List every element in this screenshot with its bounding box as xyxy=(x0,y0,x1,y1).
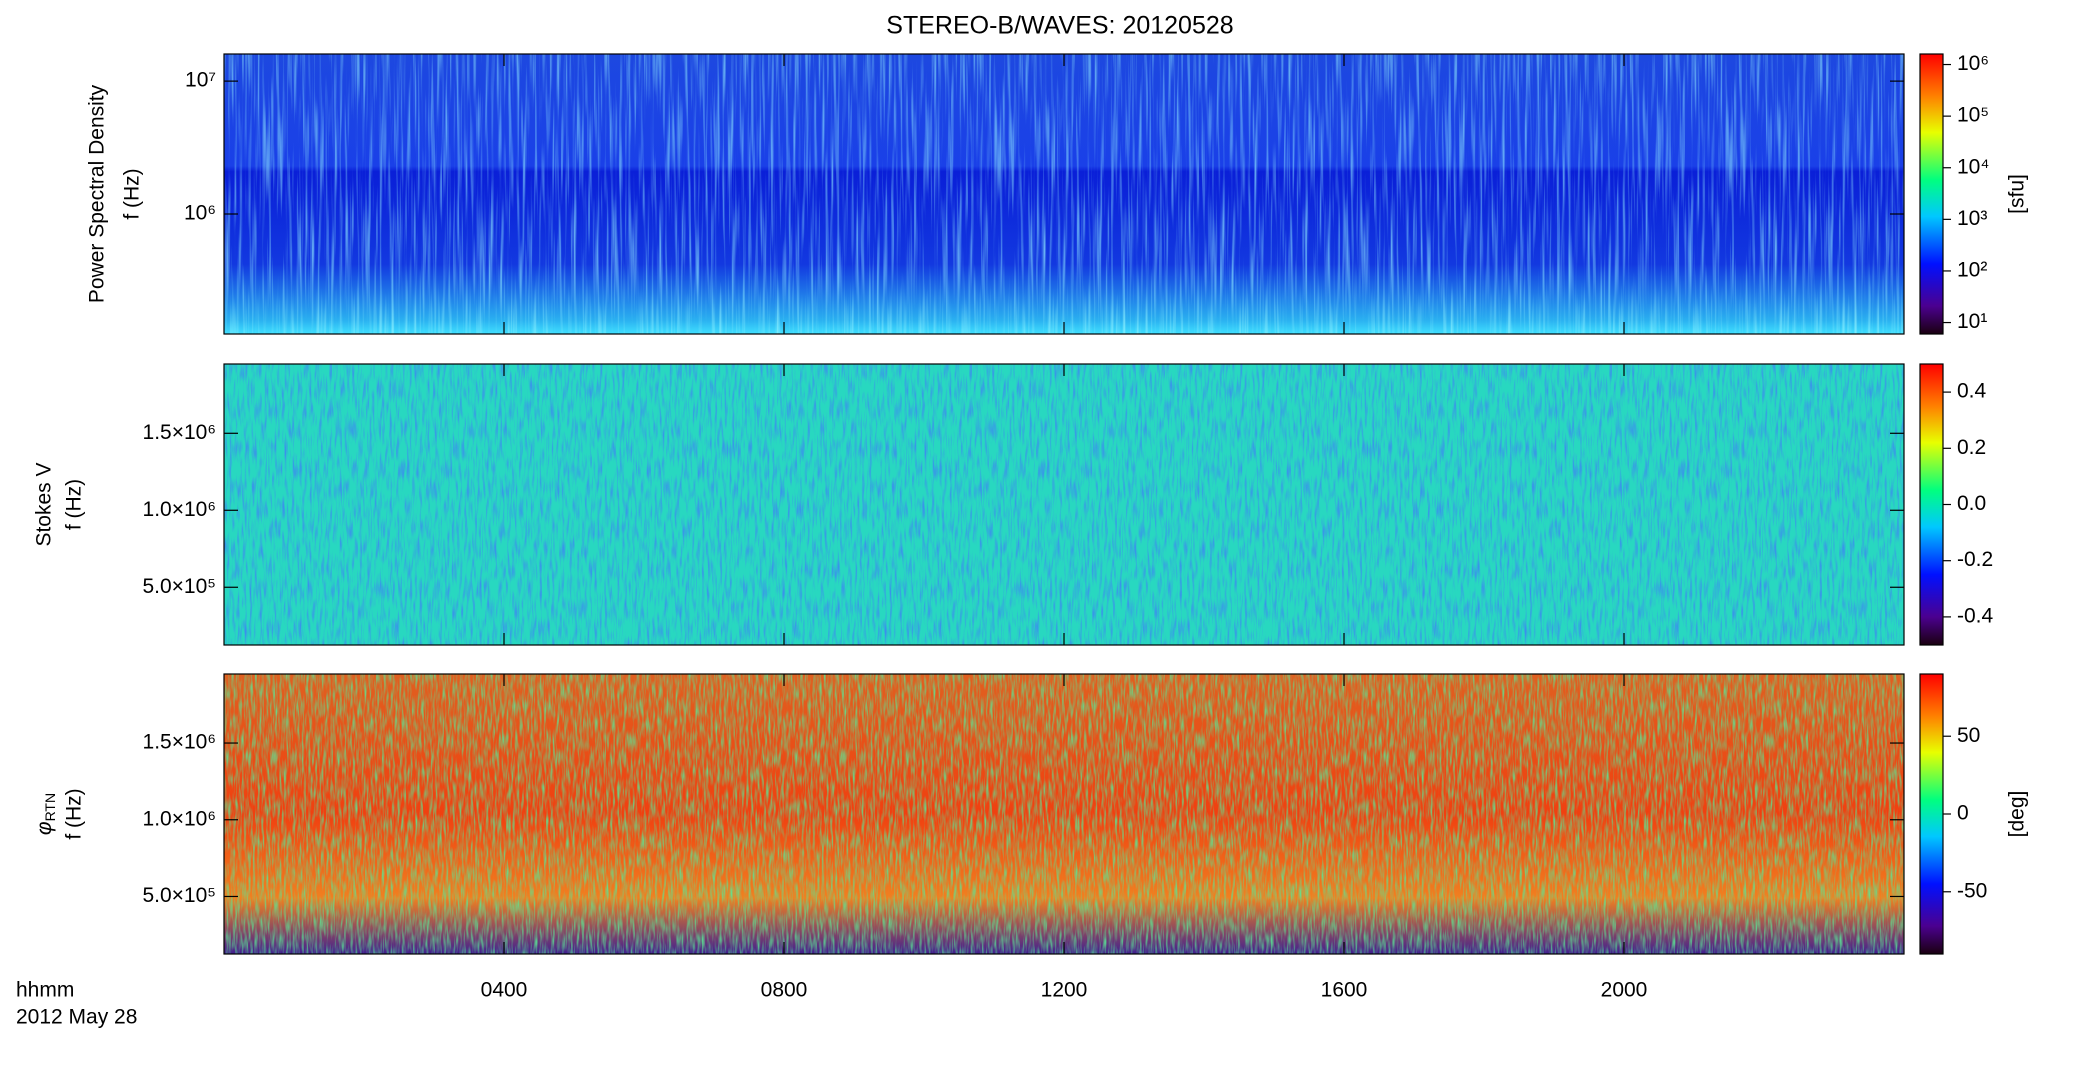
y-label-subscript: RTN xyxy=(42,793,58,822)
x-tick-label: 0400 xyxy=(481,979,528,1002)
x-axis-label: hhmm xyxy=(16,979,74,1002)
colorbar-tick-label: 10⁴ xyxy=(1957,155,1989,178)
y-axis-label: φRTN xyxy=(33,793,58,835)
x-tick-label: 2000 xyxy=(1601,979,1648,1002)
colorbar-tick-label: 0.4 xyxy=(1957,380,1987,403)
y-tick-label: 5.0×10⁵ xyxy=(142,884,216,907)
x-tick-label: 0800 xyxy=(761,979,808,1002)
y-axis-unit: f (Hz) xyxy=(63,479,86,530)
y-tick-label: 5.0×10⁵ xyxy=(142,575,216,598)
y-axis-label: Stokes V xyxy=(33,462,56,546)
y-tick-label: 1.5×10⁶ xyxy=(143,421,216,444)
colorbar-label: [sfu] xyxy=(2006,174,2029,214)
x-tick-label: 1600 xyxy=(1321,979,1368,1002)
colorbar xyxy=(1919,673,1944,955)
colorbar-tick-label: -0.2 xyxy=(1957,548,1993,571)
chart-title: STEREO-B/WAVES: 20120528 xyxy=(886,12,1233,40)
colorbar-tick-label: 10⁵ xyxy=(1957,104,1989,127)
colorbar-tick-label: 10⁶ xyxy=(1957,52,1989,75)
y-axis-unit: f (Hz) xyxy=(63,788,86,839)
y-tick-label: 10⁷ xyxy=(185,69,216,92)
y-tick-label: 1.0×10⁶ xyxy=(143,807,216,830)
spectrogram-texture xyxy=(224,364,1904,645)
y-tick-label: 1.5×10⁶ xyxy=(143,731,216,754)
spectrogram-texture xyxy=(224,54,1904,334)
date-label: 2012 May 28 xyxy=(16,1006,137,1029)
colorbar-tick-label: 0 xyxy=(1957,802,1969,825)
colorbar-tick-label: -50 xyxy=(1957,879,1987,902)
colorbar-tick-label: 0.2 xyxy=(1957,436,1986,459)
spectrogram-texture xyxy=(224,674,1904,954)
colorbar-label: [deg] xyxy=(2006,791,2029,838)
y-axis-unit: f (Hz) xyxy=(121,168,144,219)
colorbar-tick-label: 50 xyxy=(1957,724,1980,747)
y-tick-label: 10⁶ xyxy=(184,202,216,225)
colorbar-tick-label: 0.0 xyxy=(1957,492,1986,515)
x-tick-label: 1200 xyxy=(1041,979,1088,1002)
colorbar-tick-label: 10¹ xyxy=(1957,310,1987,333)
colorbar xyxy=(1919,363,1944,646)
y-label-symbol: φ xyxy=(33,821,56,835)
colorbar-tick-label: 10³ xyxy=(1957,207,1987,230)
colorbar-tick-label: -0.4 xyxy=(1957,604,1994,627)
colorbar-tick-label: 10² xyxy=(1957,258,1987,281)
y-tick-label: 1.0×10⁶ xyxy=(143,498,216,521)
colorbar xyxy=(1919,53,1944,335)
y-axis-label: Power Spectral Density xyxy=(86,84,109,303)
